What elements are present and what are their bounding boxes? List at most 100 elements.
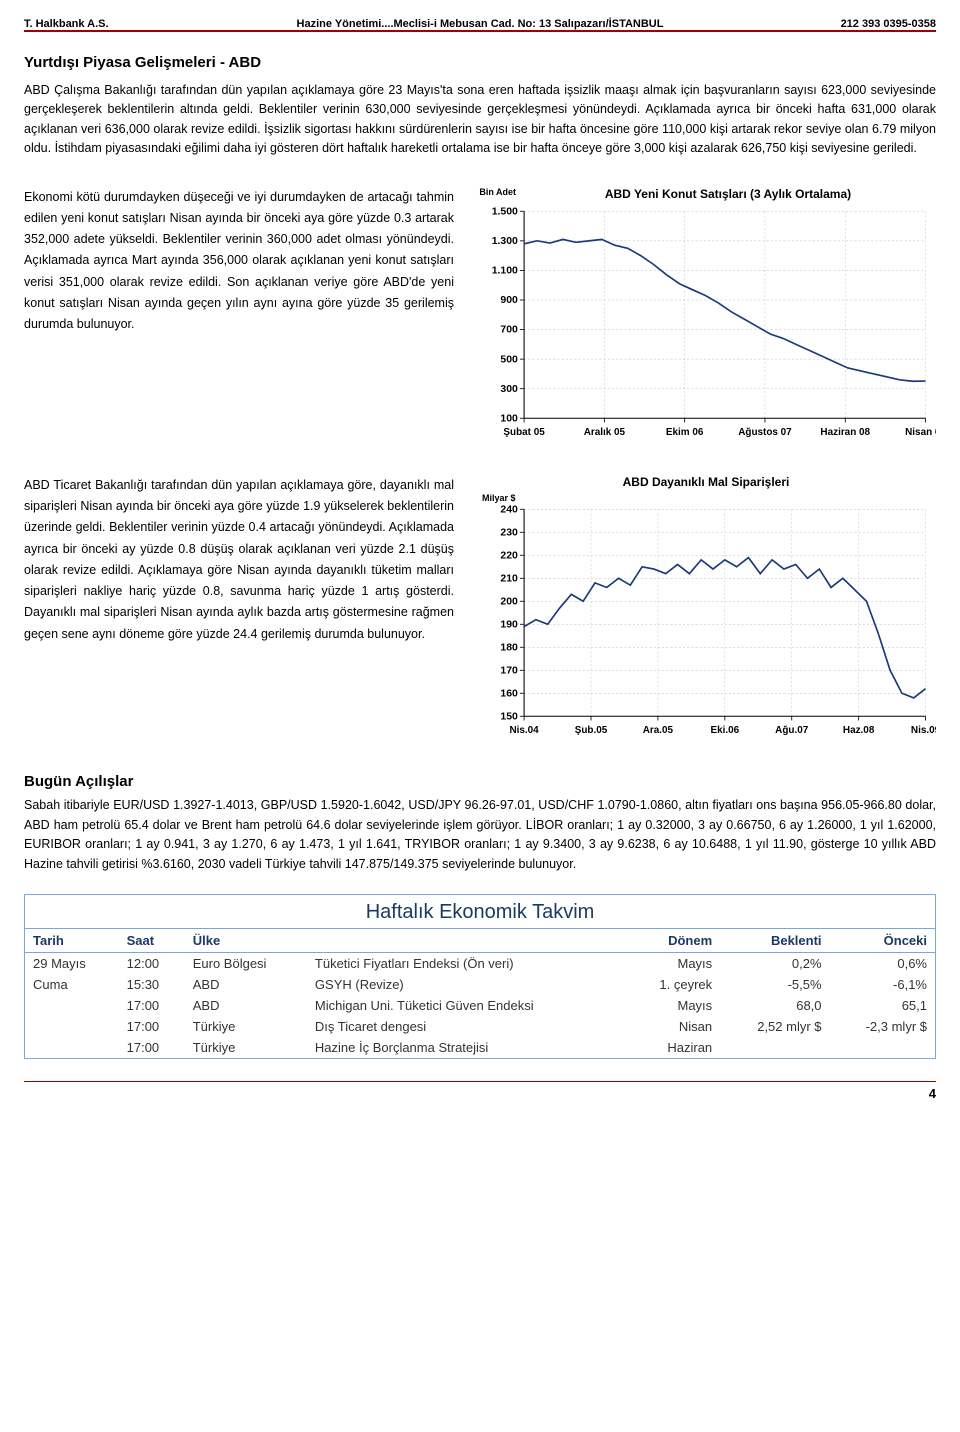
svg-text:200: 200: [500, 596, 518, 607]
svg-text:Haz.08: Haz.08: [843, 725, 875, 736]
svg-text:Nis.04: Nis.04: [509, 725, 539, 736]
chart2-title: ABD Dayanıklı Mal Siparişleri: [476, 475, 936, 489]
calendar-cell: 68,0: [720, 995, 829, 1016]
calendar-col-header: Ülke: [185, 928, 307, 952]
calendar-cell: ABD: [185, 995, 307, 1016]
paragraph-konut: Ekonomi kötü durumdayken düşeceği ve iyi…: [24, 187, 454, 336]
svg-text:Ara.05: Ara.05: [643, 725, 674, 736]
calendar-cell: 0,2%: [720, 952, 829, 974]
calendar-cell: Haziran: [627, 1037, 721, 1058]
svg-text:210: 210: [500, 573, 518, 584]
chart2-unit: Milyar $: [476, 493, 936, 503]
calendar-cell: [25, 1016, 119, 1037]
calendar-cell: -2,3 mlyr $: [830, 1016, 935, 1037]
paragraph-abd-calisma: ABD Çalışma Bakanlığı tarafından dün yap…: [24, 81, 936, 159]
calendar-col-header: Dönem: [627, 928, 721, 952]
calendar-header-row: TarihSaatÜlke DönemBeklentiÖnceki: [25, 928, 935, 952]
page-number: 4: [24, 1086, 936, 1101]
svg-text:500: 500: [500, 354, 518, 365]
row-dayanikli: ABD Ticaret Bakanlığı tarafından dün yap…: [24, 475, 936, 743]
footer-rule: [24, 1081, 936, 1082]
calendar-table-wrap: Haftalık Ekonomik Takvim TarihSaatÜlke Dö…: [24, 894, 936, 1059]
header-address: Hazine Yönetimi....Meclisi-i Mebusan Cad…: [297, 18, 664, 30]
calendar-cell: Mayıs: [627, 952, 721, 974]
svg-text:240: 240: [500, 504, 518, 515]
calendar-col-header: Tarih: [25, 928, 119, 952]
calendar-title: Haftalık Ekonomik Takvim: [25, 895, 935, 928]
calendar-cell: Tüketici Fiyatları Endeksi (Ön veri): [307, 952, 627, 974]
calendar-cell: 29 Mayıs: [25, 952, 119, 974]
calendar-cell: 65,1: [830, 995, 935, 1016]
svg-text:1.100: 1.100: [492, 265, 518, 276]
calendar-cell: 15:30: [119, 974, 185, 995]
calendar-cell: -6,1%: [830, 974, 935, 995]
svg-text:Ekim 06: Ekim 06: [666, 426, 704, 437]
calendar-cell: Mayıs: [627, 995, 721, 1016]
row-konut: Ekonomi kötü durumdayken düşeceği ve iyi…: [24, 187, 936, 445]
calendar-cell: [25, 1037, 119, 1058]
svg-text:100: 100: [500, 413, 518, 424]
calendar-cell: 17:00: [119, 1016, 185, 1037]
calendar-cell: Michigan Uni. Tüketici Güven Endeksi: [307, 995, 627, 1016]
svg-text:Eki.06: Eki.06: [710, 725, 739, 736]
svg-text:160: 160: [500, 688, 518, 699]
document-header: T. Halkbank A.S. Hazine Yönetimi....Mecl…: [24, 18, 936, 30]
calendar-table: TarihSaatÜlke DönemBeklentiÖnceki 29 Mayı…: [25, 928, 935, 1058]
calendar-cell: ABD: [185, 974, 307, 995]
header-phone: 212 393 0395-0358: [663, 18, 936, 30]
svg-text:190: 190: [500, 619, 518, 630]
paragraph-dayanikli: ABD Ticaret Bakanlığı tarafından dün yap…: [24, 475, 454, 645]
calendar-cell: 0,6%: [830, 952, 935, 974]
calendar-cell: Cuma: [25, 974, 119, 995]
chart1-title: ABD Yeni Konut Satışları (3 Aylık Ortala…: [520, 187, 936, 201]
calendar-cell: -5,5%: [720, 974, 829, 995]
calendar-row: 17:00TürkiyeDış Ticaret dengesiNisan2,52…: [25, 1016, 935, 1037]
svg-text:180: 180: [500, 642, 518, 653]
calendar-cell: 17:00: [119, 995, 185, 1016]
calendar-cell: [720, 1037, 829, 1058]
svg-text:Nisan 09: Nisan 09: [905, 426, 936, 437]
calendar-row: 17:00TürkiyeHazine İç Borçlanma Strateji…: [25, 1037, 935, 1058]
svg-text:700: 700: [500, 324, 518, 335]
svg-text:Şub.05: Şub.05: [575, 725, 608, 736]
svg-text:Ağu.07: Ağu.07: [775, 725, 809, 736]
svg-text:150: 150: [500, 711, 518, 722]
svg-text:Aralık 05: Aralık 05: [584, 426, 626, 437]
calendar-cell: 12:00: [119, 952, 185, 974]
chart1-svg: 100 300 500 700 900 1.100 1.300 1.500 Şubat 05 Ar…: [476, 205, 936, 445]
svg-text:1.300: 1.300: [492, 235, 518, 246]
calendar-cell: [830, 1037, 935, 1058]
calendar-row: 29 Mayıs12:00Euro BölgesiTüketici Fiyatl…: [25, 952, 935, 974]
calendar-col-header: Önceki: [830, 928, 935, 952]
calendar-cell: Türkiye: [185, 1016, 307, 1037]
svg-text:Nis.09: Nis.09: [911, 725, 936, 736]
calendar-cell: GSYH (Revize): [307, 974, 627, 995]
calendar-row: Cuma15:30ABDGSYH (Revize)1. çeyrek-5,5%-…: [25, 974, 935, 995]
calendar-cell: Hazine İç Borçlanma Stratejisi: [307, 1037, 627, 1058]
calendar-cell: 2,52 mlyr $: [720, 1016, 829, 1037]
header-rule: [24, 30, 936, 32]
svg-text:Şubat 05: Şubat 05: [503, 426, 545, 437]
svg-text:220: 220: [500, 550, 518, 561]
section-title-acilislar: Bugün Açılışlar: [24, 773, 936, 790]
section-title-yurtdisi: Yurtdışı Piyasa Gelişmeleri - ABD: [24, 54, 936, 71]
chart-dayanikli-mal: ABD Dayanıklı Mal Siparişleri Milyar $ 1…: [476, 475, 936, 743]
calendar-cell: Nisan: [627, 1016, 721, 1037]
calendar-col-header: [307, 928, 627, 952]
svg-text:1.500: 1.500: [492, 206, 518, 217]
svg-text:900: 900: [500, 295, 518, 306]
calendar-col-header: Beklenti: [720, 928, 829, 952]
calendar-cell: 1. çeyrek: [627, 974, 721, 995]
calendar-cell: 17:00: [119, 1037, 185, 1058]
svg-text:300: 300: [500, 383, 518, 394]
header-company: T. Halkbank A.S.: [24, 18, 297, 30]
svg-text:Ağustos 07: Ağustos 07: [738, 426, 792, 437]
chart1-unit: Bin Adet: [476, 187, 520, 197]
svg-text:230: 230: [500, 527, 518, 538]
calendar-cell: Euro Bölgesi: [185, 952, 307, 974]
calendar-col-header: Saat: [119, 928, 185, 952]
calendar-cell: Dış Ticaret dengesi: [307, 1016, 627, 1037]
calendar-cell: Türkiye: [185, 1037, 307, 1058]
chart-konut-satislari: Bin Adet ABD Yeni Konut Satışları (3 Ayl…: [476, 187, 936, 445]
calendar-row: 17:00ABDMichigan Uni. Tüketici Güven End…: [25, 995, 935, 1016]
